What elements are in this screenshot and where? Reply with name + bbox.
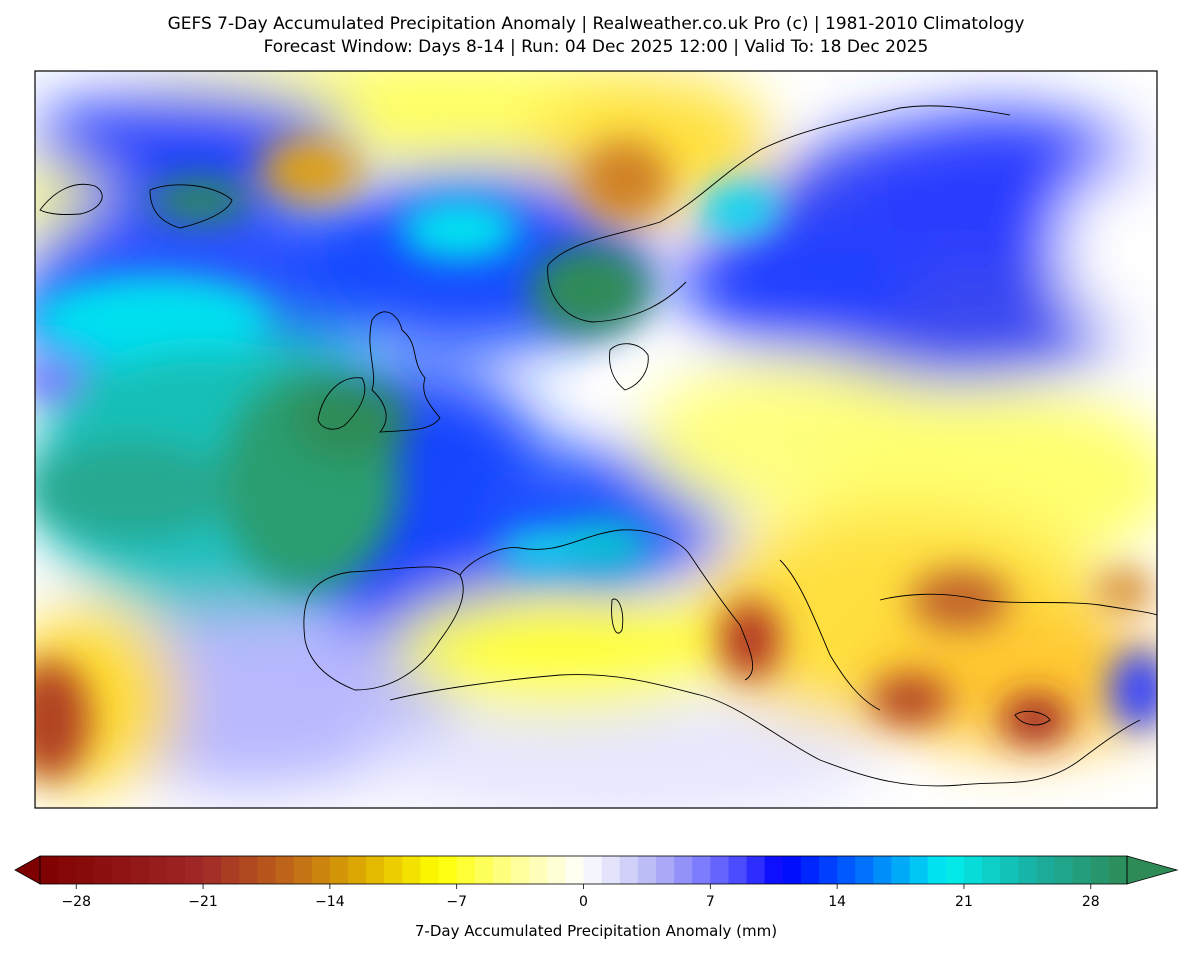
colorbar-segment [203, 856, 222, 884]
colorbar-segment [1018, 856, 1038, 884]
colorbar-segment [130, 856, 150, 884]
colorbar-segment [40, 856, 59, 884]
colorbar-segment [329, 856, 349, 884]
colorbar-segment [166, 856, 186, 884]
colorbar-segment [982, 856, 1001, 884]
colorbar-tick-label: 7 [706, 894, 715, 910]
colorbar [14, 855, 1179, 885]
colorbar-segment [837, 856, 856, 884]
colorbar-segment [347, 856, 367, 884]
colorbar-segment [366, 856, 385, 884]
colorbar-segment [420, 856, 440, 884]
colorbar-tick-label: 0 [579, 894, 588, 910]
colorbar-segment [927, 856, 947, 884]
colorbar-segment [746, 856, 766, 884]
colorbar-segment [692, 856, 711, 884]
colorbar-segment [1090, 856, 1110, 884]
colorbar-segment [710, 856, 730, 884]
colorbar-tick-label: −7 [446, 894, 467, 910]
colorbar-segment [384, 856, 403, 884]
colorbar-segment [1072, 856, 1092, 884]
colorbar-segment [402, 856, 422, 884]
colorbar-tick-label: −28 [61, 894, 91, 910]
colorbar-segment [819, 856, 838, 884]
colorbar-segment [547, 856, 566, 884]
colorbar-segment [873, 856, 893, 884]
colorbar-segment [1036, 856, 1056, 884]
colorbar-segment [945, 856, 965, 884]
colorbar-segment [764, 856, 784, 884]
colorbar-tick-label: −14 [315, 894, 345, 910]
colorbar-segment [148, 856, 168, 884]
colorbar-segment [293, 856, 313, 884]
colorbar-segment [583, 856, 603, 884]
colorbar-segment [257, 856, 277, 884]
colorbar-segment [76, 856, 95, 884]
colorbar-segment [456, 856, 476, 884]
colorbar-segment [58, 856, 77, 884]
colorbar-segment [601, 856, 621, 884]
colorbar-segment [311, 856, 331, 884]
colorbar-segment [438, 856, 458, 884]
colorbar-segment [492, 856, 512, 884]
colorbar-extend-max [1126, 855, 1179, 885]
colorbar-extend-min [14, 855, 41, 885]
colorbar-segment [275, 856, 295, 884]
colorbar-segment [565, 856, 585, 884]
colorbar-segment [112, 856, 132, 884]
colorbar-segment [782, 856, 802, 884]
colorbar-segment [728, 856, 748, 884]
colorbar-segment [637, 856, 657, 884]
map-frame [34, 70, 1158, 809]
colorbar-segment [674, 856, 693, 884]
colorbar-tick-label: 21 [955, 894, 973, 910]
colorbar-segment [855, 856, 874, 884]
coastlines [39, 105, 1157, 787]
colorbar-segment [511, 856, 530, 884]
colorbar-ticks: −28 −21 −14 −7 0 7 14 21 28 [61, 884, 1100, 910]
colorbar-segment [529, 856, 548, 884]
colorbar-segment [239, 856, 258, 884]
colorbar-segment [221, 856, 240, 884]
colorbar-label: 7-Day Accumulated Precipitation Anomaly … [414, 922, 778, 940]
colorbar-segment [184, 856, 204, 884]
colorbar-segment [800, 856, 820, 884]
colorbar-segment [1000, 856, 1019, 884]
colorbar-segment [891, 856, 911, 884]
colorbar-segment [655, 856, 675, 884]
colorbar-segment [1054, 856, 1074, 884]
colorbar-segment [619, 856, 639, 884]
chart-subtitle: Forecast Window: Days 8-14 | Run: 04 Dec… [263, 37, 929, 57]
colorbar-segment [909, 856, 929, 884]
colorbar-segment [1108, 856, 1128, 884]
colorbar-tick-label: −21 [188, 894, 218, 910]
chart-title: GEFS 7-Day Accumulated Precipitation Ano… [167, 14, 1025, 34]
colorbar-segment [963, 856, 983, 884]
colorbar-segment [94, 856, 114, 884]
colorbar-tick-label: 14 [828, 894, 846, 910]
colorbar-segment [474, 856, 494, 884]
precip-field [35, 71, 1157, 808]
colorbar-tick-label: 28 [1082, 894, 1100, 910]
